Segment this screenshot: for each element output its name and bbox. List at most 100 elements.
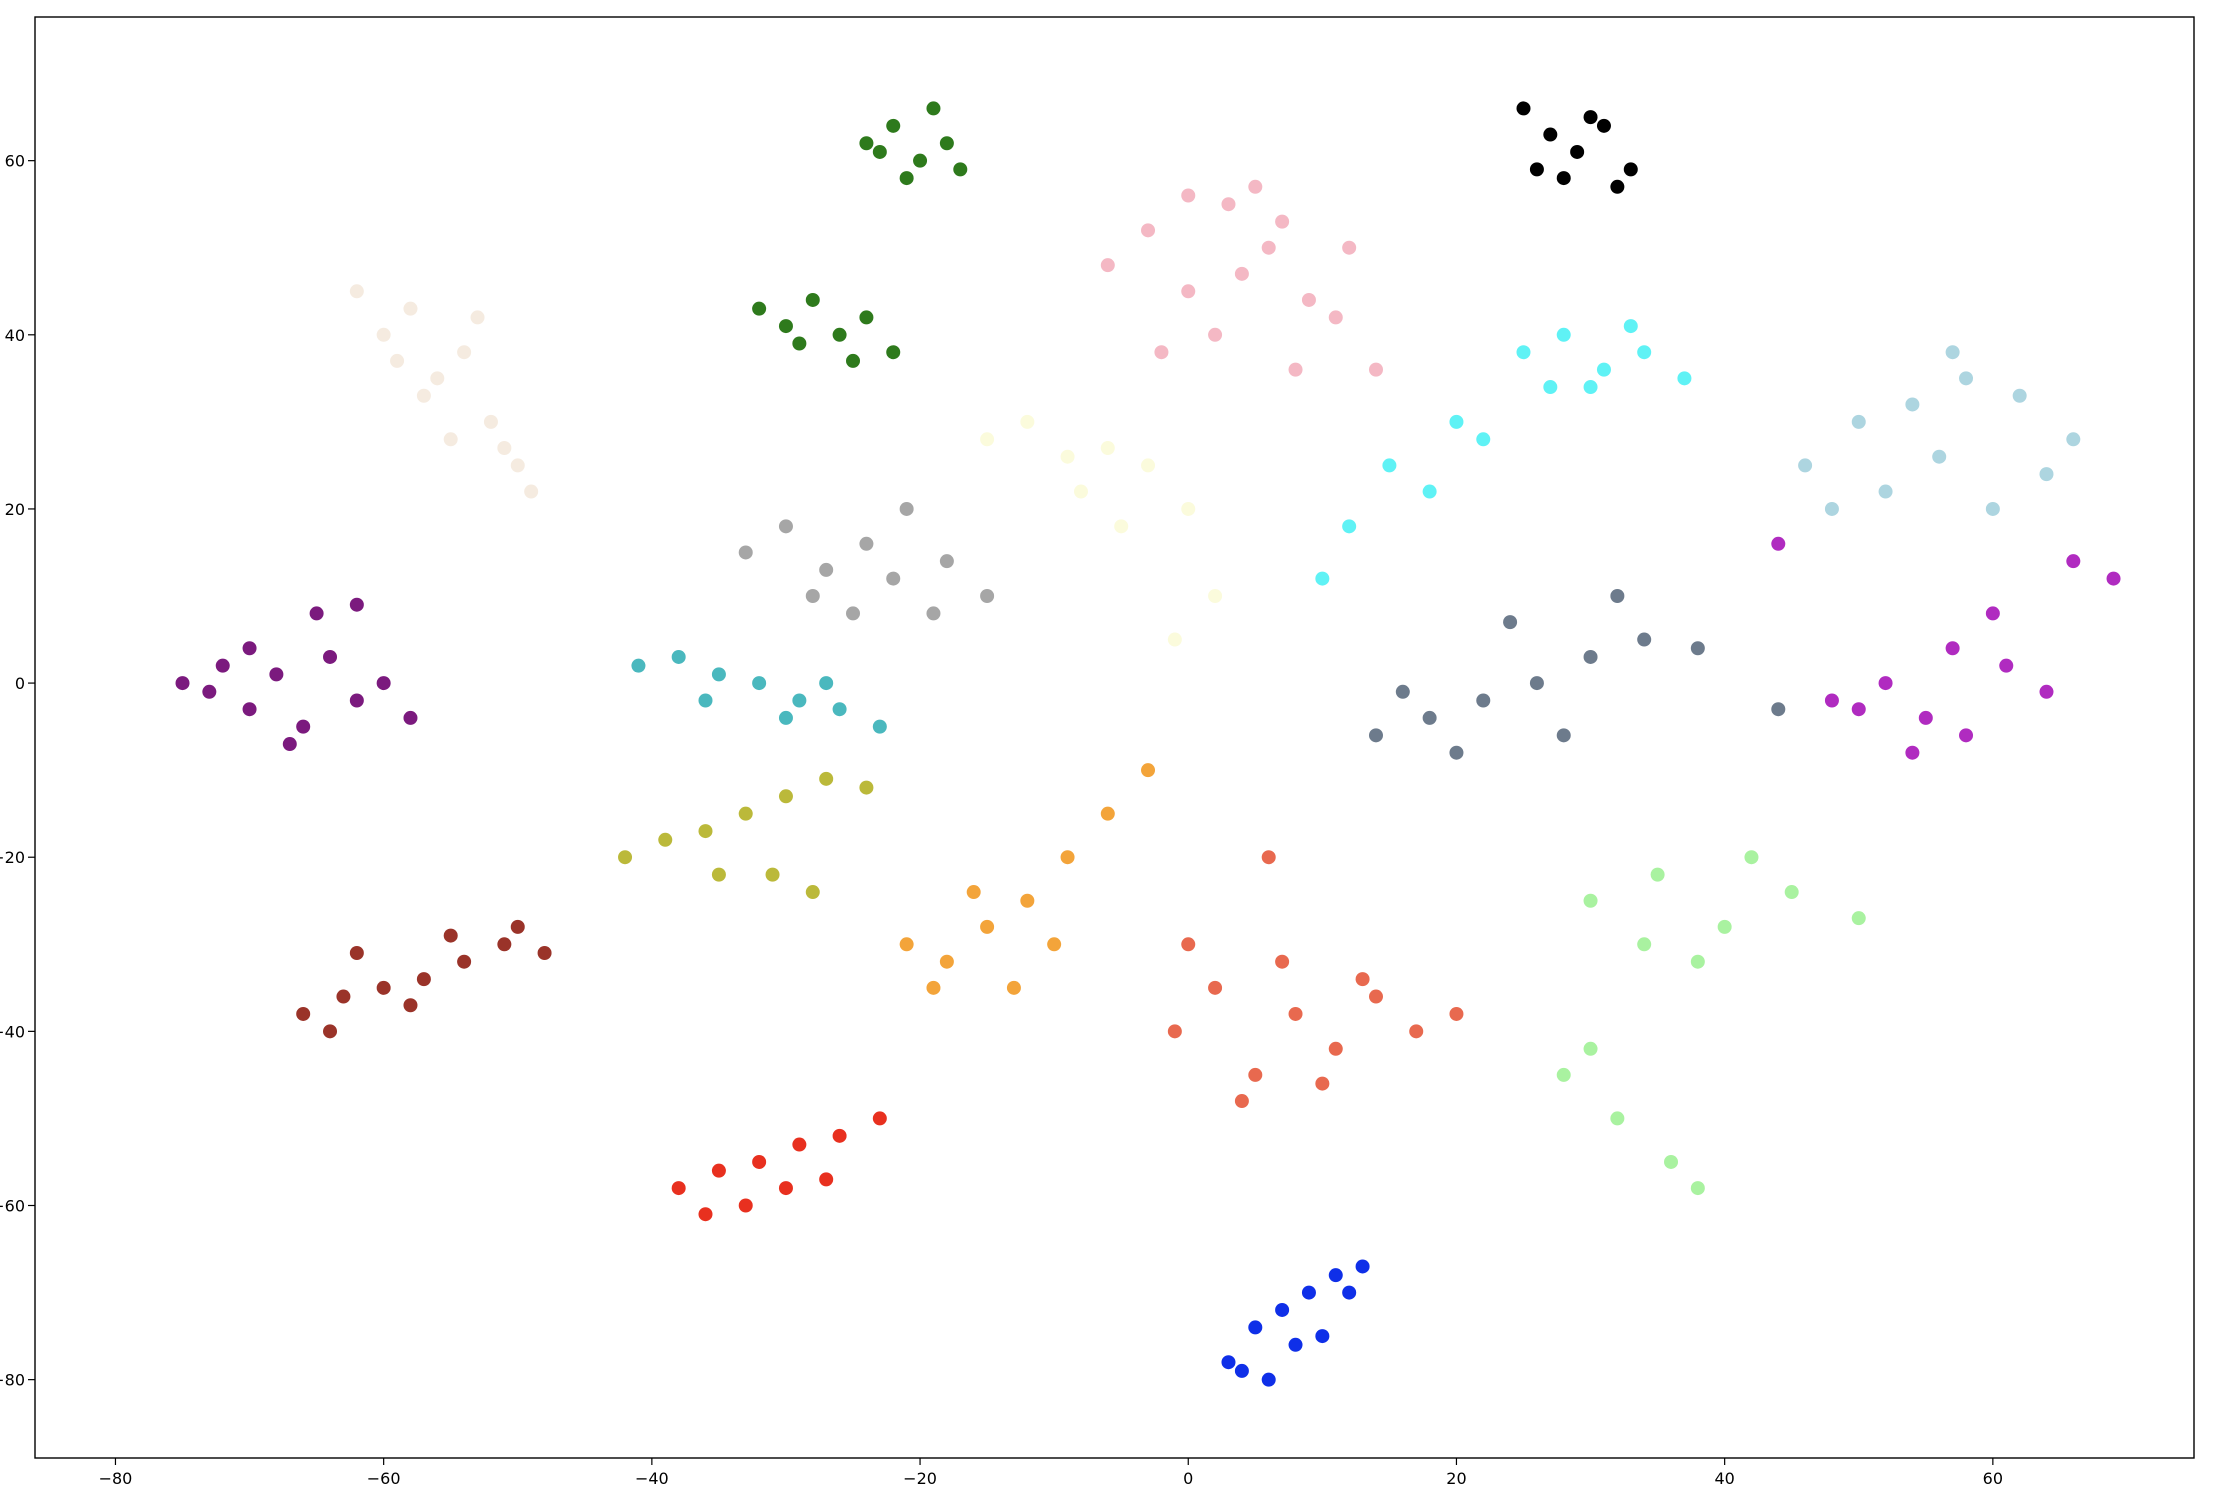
point [1985,501,2000,516]
point [1261,240,1276,255]
y-tick-label: −80 [0,1371,25,1390]
point [1315,571,1330,586]
y-tick-label: 20 [5,500,25,519]
point [416,388,431,403]
point [1208,589,1223,604]
point [1315,1076,1330,1091]
point [819,676,834,691]
point [309,606,324,621]
point [738,1198,753,1213]
point [886,571,901,586]
point [1583,380,1598,395]
point [1328,1268,1343,1283]
point [805,292,820,307]
point [671,649,686,664]
point [899,937,914,952]
point [805,885,820,900]
point [1221,1355,1236,1370]
x-tick-label: 60 [1983,1469,2003,1488]
point [510,458,525,473]
x-tick-label: 40 [1714,1469,1734,1488]
point [1073,484,1088,499]
point [1221,197,1236,212]
x-tick-label: −80 [99,1469,133,1488]
point [1623,319,1638,334]
point [819,562,834,577]
point [1020,414,1035,429]
point [1234,1094,1249,1109]
point [510,919,525,934]
point [1060,449,1075,464]
point [1006,980,1021,995]
point [1368,728,1383,743]
point [1945,345,1960,360]
point [323,1024,338,1039]
point [832,327,847,342]
point [1959,371,1974,386]
point [778,519,793,534]
point [939,136,954,151]
point [1449,1006,1464,1021]
point [1610,179,1625,194]
point [443,432,458,447]
point [1623,162,1638,177]
point [899,501,914,516]
point [980,432,995,447]
point [618,850,633,865]
point [296,719,311,734]
point [926,606,941,621]
point [1543,127,1558,142]
point [1181,937,1196,952]
point [1596,118,1611,133]
point [349,945,364,960]
point [1851,911,1866,926]
point [698,1207,713,1222]
point [1275,214,1290,229]
point [939,554,954,569]
y-tick-label: −40 [0,1022,25,1041]
x-tick-label: 20 [1446,1469,1466,1488]
point [1690,641,1705,656]
point [792,693,807,708]
point [1556,171,1571,186]
point [376,327,391,342]
point [1824,693,1839,708]
point [1824,501,1839,516]
point [752,676,767,691]
point [1208,980,1223,995]
point [1368,989,1383,1004]
point [269,667,284,682]
point [1851,702,1866,717]
point [819,771,834,786]
point [1637,345,1652,360]
point [1409,1024,1424,1039]
point [765,867,780,882]
point [1315,1329,1330,1344]
point [872,144,887,159]
point [1248,1320,1263,1335]
point [926,980,941,995]
point [1878,676,1893,691]
point [336,989,351,1004]
point [1141,458,1156,473]
point [899,171,914,186]
point [1328,310,1343,325]
point [1771,702,1786,717]
point [846,353,861,368]
point [1355,972,1370,987]
point [349,693,364,708]
point [537,945,552,960]
x-tick-label: −20 [903,1469,937,1488]
point [1060,850,1075,865]
point [1570,144,1585,159]
point [792,1137,807,1152]
x-tick-label: −60 [367,1469,401,1488]
point [872,1111,887,1126]
point [1543,380,1558,395]
point [926,101,941,116]
point [390,353,405,368]
point [711,867,726,882]
point [859,136,874,151]
point [698,824,713,839]
point [1141,223,1156,238]
